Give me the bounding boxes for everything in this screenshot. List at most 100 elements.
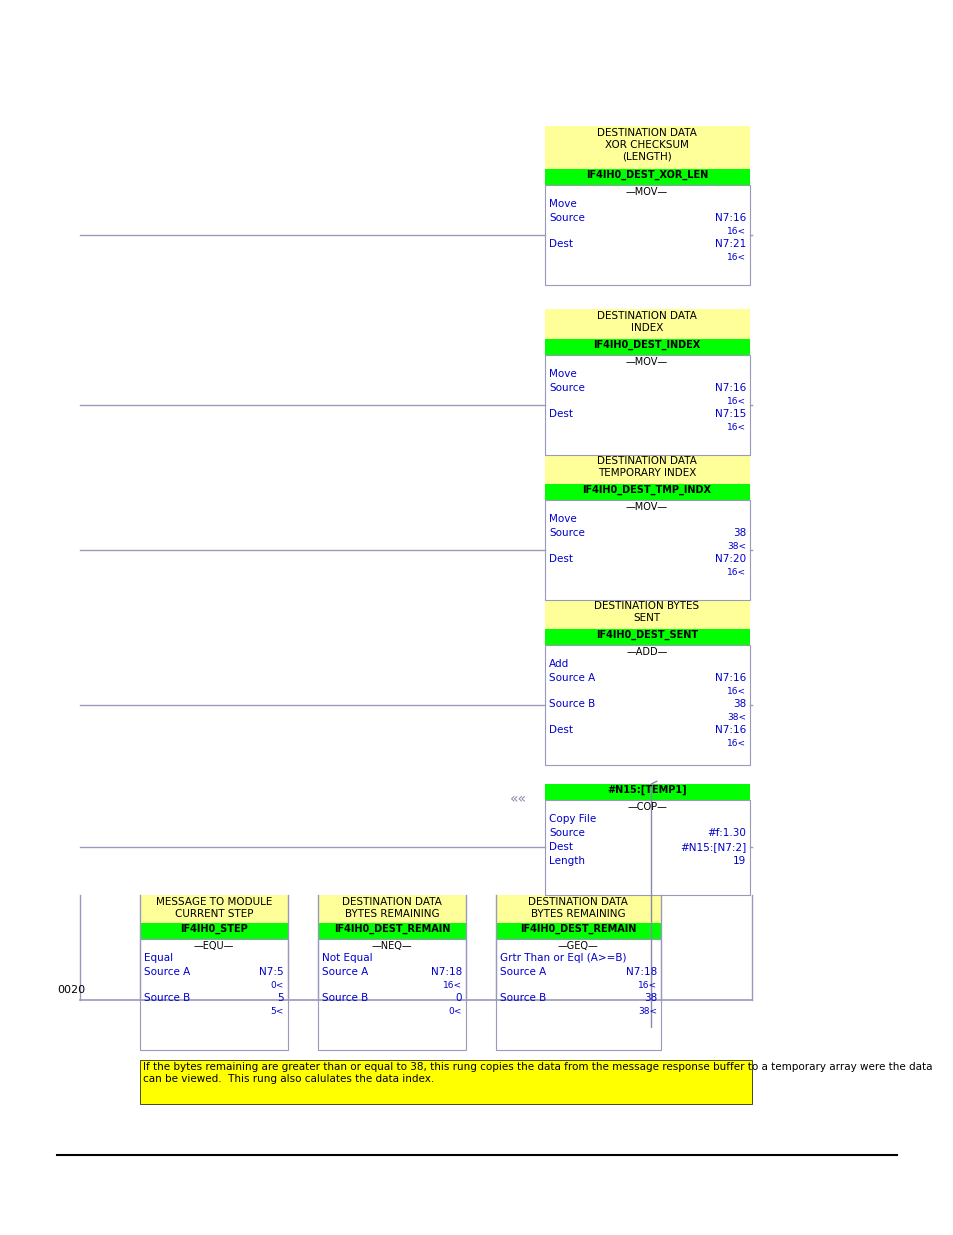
Bar: [544, 500, 749, 600]
Text: DESTINATION DATA
BYTES REMAINING: DESTINATION DATA BYTES REMAINING: [528, 897, 627, 919]
Text: IF4IH0_DEST_XOR_LEN: IF4IH0_DEST_XOR_LEN: [585, 170, 707, 180]
Bar: [544, 169, 749, 185]
Text: 16<: 16<: [726, 253, 745, 262]
Text: Length: Length: [548, 856, 584, 866]
Text: —COP—: —COP—: [626, 802, 666, 811]
Bar: [496, 895, 660, 923]
Text: DESTINATION DATA
BYTES REMAINING: DESTINATION DATA BYTES REMAINING: [342, 897, 441, 919]
Bar: [544, 784, 749, 800]
Text: DESTINATION DATA
INDEX: DESTINATION DATA INDEX: [597, 311, 697, 332]
Bar: [544, 800, 749, 895]
Text: 5<: 5<: [271, 1007, 284, 1016]
Text: N7:16: N7:16: [714, 212, 745, 224]
Text: IF4IH0_DEST_TMP_INDX: IF4IH0_DEST_TMP_INDX: [582, 485, 711, 495]
Bar: [544, 629, 749, 645]
Text: N7:15: N7:15: [714, 409, 745, 419]
Text: 16<: 16<: [726, 396, 745, 406]
Text: —MOV—: —MOV—: [625, 357, 667, 367]
Text: 16<: 16<: [726, 227, 745, 236]
Text: Dest: Dest: [548, 725, 573, 735]
Text: N7:21: N7:21: [714, 240, 745, 249]
Text: DESTINATION BYTES
SENT: DESTINATION BYTES SENT: [594, 601, 699, 622]
Text: Dest: Dest: [548, 409, 573, 419]
Text: N7:5: N7:5: [259, 967, 284, 977]
Text: 16<: 16<: [726, 739, 745, 748]
Text: #f:1.30: #f:1.30: [706, 827, 745, 839]
Bar: [544, 354, 749, 454]
Text: 16<: 16<: [442, 981, 461, 990]
Text: #N15:[TEMP1]: #N15:[TEMP1]: [606, 785, 686, 795]
Bar: [544, 484, 749, 500]
Text: —NEQ—: —NEQ—: [372, 941, 412, 951]
Text: —EQU—: —EQU—: [193, 941, 233, 951]
Text: N7:16: N7:16: [714, 725, 745, 735]
Text: —MOV—: —MOV—: [625, 501, 667, 513]
Text: 38<: 38<: [726, 542, 745, 551]
Bar: [140, 923, 288, 939]
Text: Grtr Than or Eql (A>=B): Grtr Than or Eql (A>=B): [499, 953, 626, 963]
Text: Source A: Source A: [499, 967, 546, 977]
Text: MESSAGE TO MODULE
CURRENT STEP: MESSAGE TO MODULE CURRENT STEP: [155, 897, 272, 919]
Text: 38: 38: [732, 699, 745, 709]
Bar: [317, 939, 465, 1050]
Bar: [140, 1060, 751, 1104]
Text: N7:18: N7:18: [625, 967, 657, 977]
Bar: [544, 338, 749, 354]
Text: Copy File: Copy File: [548, 814, 596, 824]
Text: —ADD—: —ADD—: [626, 647, 667, 657]
Bar: [496, 939, 660, 1050]
Text: 0: 0: [455, 993, 461, 1003]
Bar: [544, 309, 749, 338]
Text: Source B: Source B: [144, 993, 190, 1003]
Text: 16<: 16<: [726, 687, 745, 697]
Text: 38<: 38<: [726, 713, 745, 722]
Text: —GEQ—: —GEQ—: [558, 941, 598, 951]
Text: ««: ««: [510, 792, 526, 806]
Text: Equal: Equal: [144, 953, 172, 963]
Bar: [140, 939, 288, 1050]
Bar: [496, 923, 660, 939]
Bar: [317, 923, 465, 939]
Text: N7:16: N7:16: [714, 673, 745, 683]
Text: IF4IH0_DEST_INDEX: IF4IH0_DEST_INDEX: [593, 340, 700, 351]
Text: Source B: Source B: [322, 993, 368, 1003]
Text: 38: 38: [732, 529, 745, 538]
Text: IF4IH0_DEST_REMAIN: IF4IH0_DEST_REMAIN: [334, 924, 450, 934]
Text: Source A: Source A: [322, 967, 368, 977]
Text: 16<: 16<: [638, 981, 657, 990]
Text: Dest: Dest: [548, 555, 573, 564]
Text: #N15:[N7:2]: #N15:[N7:2]: [679, 842, 745, 852]
Text: Source B: Source B: [548, 699, 595, 709]
Text: Source: Source: [548, 383, 584, 393]
Text: 16<: 16<: [726, 568, 745, 577]
Bar: [544, 126, 749, 169]
Text: 19: 19: [732, 856, 745, 866]
Text: Source: Source: [548, 529, 584, 538]
Text: DESTINATION DATA
TEMPORARY INDEX: DESTINATION DATA TEMPORARY INDEX: [597, 456, 697, 478]
Text: Source A: Source A: [144, 967, 190, 977]
Text: Source: Source: [548, 212, 584, 224]
Bar: [317, 895, 465, 923]
Text: N7:20: N7:20: [714, 555, 745, 564]
Text: Add: Add: [548, 659, 569, 669]
Text: IF4IH0_DEST_SENT: IF4IH0_DEST_SENT: [596, 630, 698, 640]
Bar: [544, 645, 749, 764]
Text: 0<: 0<: [448, 1007, 461, 1016]
Text: 38<: 38<: [638, 1007, 657, 1016]
Text: 38: 38: [643, 993, 657, 1003]
Text: If the bytes remaining are greater than or equal to 38, this rung copies the dat: If the bytes remaining are greater than …: [143, 1062, 931, 1083]
Text: 16<: 16<: [726, 424, 745, 432]
Text: Dest: Dest: [548, 240, 573, 249]
Text: IF4IH0_DEST_REMAIN: IF4IH0_DEST_REMAIN: [519, 924, 636, 934]
Text: Dest: Dest: [548, 842, 573, 852]
Text: Source B: Source B: [499, 993, 546, 1003]
Text: 5: 5: [277, 993, 284, 1003]
Bar: [544, 454, 749, 484]
Text: Source: Source: [548, 827, 584, 839]
Text: IF4IH0_STEP: IF4IH0_STEP: [180, 924, 248, 934]
Bar: [140, 895, 288, 923]
Bar: [544, 185, 749, 285]
Text: N7:16: N7:16: [714, 383, 745, 393]
Text: 0<: 0<: [271, 981, 284, 990]
Text: Move: Move: [548, 199, 577, 209]
